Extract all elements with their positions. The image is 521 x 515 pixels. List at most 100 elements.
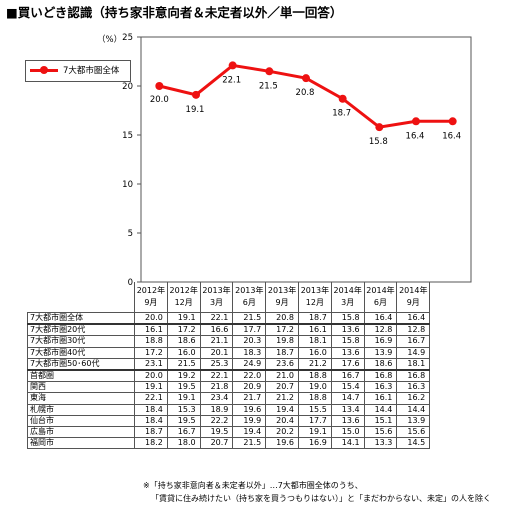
table-cell-value: 16.0 xyxy=(297,346,332,359)
data-point xyxy=(302,74,310,83)
chart-legend: 7大都市圏全体 xyxy=(25,60,131,82)
table-cell-value: 16.3 xyxy=(396,381,431,394)
table-cell-value: 16.1 xyxy=(134,323,168,337)
data-label: 21.5 xyxy=(259,81,278,91)
data-point xyxy=(265,67,274,76)
table-cell-value: 16.4 xyxy=(396,312,431,326)
table-cell-value: 15.4 xyxy=(330,381,365,394)
table-cell-value: 19.1 xyxy=(134,381,168,394)
table-cell-value: 16.8 xyxy=(396,368,431,383)
table-cell-value: 19.6 xyxy=(232,403,267,416)
table-row: 7大都市圏40代 17.2 16.0 20.1 18.3 18.7 16.0 13.6 13.9… xyxy=(27,346,431,359)
table-cell-value: 18.4 xyxy=(134,403,168,416)
table-cell-value: 19.1 xyxy=(297,425,332,439)
table-cell-value: 23.4 xyxy=(199,392,234,405)
table-cell-value: 12.8 xyxy=(396,323,431,337)
table-cell-value: 18.1 xyxy=(396,357,431,371)
y-tick-label: 5 xyxy=(128,229,133,239)
table-cell-value: 22.1 xyxy=(199,368,234,383)
table-cell-value: 18.6 xyxy=(363,357,398,371)
data-point xyxy=(192,90,200,99)
table-cell-value: 15.8 xyxy=(330,312,365,326)
footnote-line-1: ※「持ち家非意向者＆未定者以外」…7大都市圏全体のうち、 xyxy=(143,481,363,490)
legend-marker xyxy=(40,66,48,74)
x-axis-category-label: 2014年 9月 xyxy=(396,282,431,313)
table-cell-value: 18.2 xyxy=(134,437,168,450)
table-row: 7大都市圏20代 16.1 17.2 16.6 17.7 17.2 16.1 13.6 12.8… xyxy=(27,323,431,337)
table-cell-value: 16.3 xyxy=(363,381,398,394)
table-cell-value: 18.6 xyxy=(166,335,201,348)
table-cell-value: 15.8 xyxy=(330,335,365,348)
table-cell-value: 19.1 xyxy=(166,312,201,326)
table-row-label: 仙台市 xyxy=(27,414,135,427)
x-axis-category-label: 2013年 9月 xyxy=(265,282,299,313)
table-row: 7大都市圏30代 18.8 18.6 21.1 20.3 19.8 18.1 15.8 16.9… xyxy=(27,335,431,348)
table-cell-value: 21.5 xyxy=(232,312,267,326)
table-cell-value: 16.0 xyxy=(166,346,201,359)
table-cell-value: 16.4 xyxy=(363,312,398,326)
table-cell-value: 13.4 xyxy=(330,403,365,416)
table-cell-value: 17.7 xyxy=(232,323,267,337)
table-cell-value: 16.8 xyxy=(363,368,398,383)
table-cell-value: 21.8 xyxy=(199,381,234,394)
table-row-label: 7大都市圏40代 xyxy=(27,346,135,359)
table-row-label: 福岡市 xyxy=(27,437,135,450)
table-cell-value: 12.8 xyxy=(363,323,398,337)
table-cell-value: 19.0 xyxy=(297,381,332,394)
data-label: 22.1 xyxy=(222,75,241,85)
table-row-label: 首都圏 xyxy=(27,368,135,383)
table-cell-value: 19.5 xyxy=(166,381,201,394)
table-cell-value: 17.2 xyxy=(265,323,299,337)
table-cell-value: 20.9 xyxy=(232,381,267,394)
table-row: 7大都市圏全体 20.0 19.1 22.1 21.5 20.8 18.7 15.8 16.4 1… xyxy=(27,312,431,326)
table-cell-value: 18.4 xyxy=(134,414,168,427)
data-point xyxy=(228,61,237,70)
y-tick-label: 15 xyxy=(122,131,133,141)
table-row: 関西 19.1 19.5 21.8 20.9 20.7 19.0 15.4 16.3 16.3 xyxy=(27,381,431,394)
plot-area xyxy=(140,36,472,283)
table-cell-value: 20.0 xyxy=(134,312,168,326)
table-cell-value: 20.7 xyxy=(199,437,234,450)
data-label: 20.0 xyxy=(150,95,169,105)
table-cell-value: 15.5 xyxy=(297,403,332,416)
table-row-label: 広島市 xyxy=(27,425,135,439)
data-label: 16.4 xyxy=(442,131,461,141)
table-cell-value: 13.6 xyxy=(330,323,365,337)
table-cell-value: 21.2 xyxy=(265,392,299,405)
table-cell-value: 19.9 xyxy=(232,414,267,427)
table-cell-value: 24.9 xyxy=(232,357,267,371)
footnote-line-2: 「賃貸に住み続けたい（持ち家を買うつもりはない）」と「まだわからない、未定」の人… xyxy=(151,494,491,503)
table-cell-value: 16.7 xyxy=(166,425,201,439)
x-axis-category-label: 2012年 9月 xyxy=(134,282,168,313)
table-cell-value: 21.7 xyxy=(232,392,267,405)
footnote: ※「持ち家非意向者＆未定者以外」…7大都市圏全体のうち、 「賃貸に住み続けたい（… xyxy=(143,479,491,505)
table-cell-value: 14.4 xyxy=(363,403,398,416)
table-cell-value: 14.5 xyxy=(396,437,431,450)
table-cell-value: 22.0 xyxy=(232,368,267,383)
data-point xyxy=(375,123,384,132)
table-cell-value: 17.6 xyxy=(330,357,365,371)
table-cell-value: 14.1 xyxy=(330,437,365,450)
table-cell-value: 16.9 xyxy=(297,437,332,450)
table-cell-value: 13.6 xyxy=(330,414,365,427)
table-cell-value: 17.2 xyxy=(134,346,168,359)
table-cell-value: 18.7 xyxy=(134,425,168,439)
table-row: 札幌市 18.4 15.3 18.9 19.6 19.4 15.5 13.4 14.4 14.4 xyxy=(27,403,431,416)
table-cell-value: 21.0 xyxy=(265,368,299,383)
table-cell-value: 20.2 xyxy=(265,425,299,439)
table-cell-value: 18.8 xyxy=(134,335,168,348)
data-label: 19.1 xyxy=(186,105,205,115)
table-row: 東海 22.1 19.1 23.4 21.7 21.2 18.8 14.7 16.1 16.2 xyxy=(27,392,431,405)
table-row: 7大都市圏50･60代 23.1 21.5 25.3 24.9 23.6 21.2 17.6 1… xyxy=(27,357,431,371)
table-row-label: 関西 xyxy=(27,381,135,394)
x-axis-category-label: 2013年 3月 xyxy=(199,282,234,313)
table-cell-value: 15.6 xyxy=(363,425,398,439)
table-cell-value: 13.6 xyxy=(330,346,365,359)
table-cell-value: 25.3 xyxy=(199,357,234,371)
table-cell-value: 20.1 xyxy=(199,346,234,359)
data-label: 16.4 xyxy=(406,131,425,141)
table-cell-value: 21.5 xyxy=(166,357,201,371)
data-table: 2012年 9月 2012年 12月 2013年 3月 2013年 6月 2013年 9月 2013… xyxy=(27,282,431,450)
table-cell-value: 14.7 xyxy=(330,392,365,405)
table-cell-value: 15.1 xyxy=(363,414,398,427)
